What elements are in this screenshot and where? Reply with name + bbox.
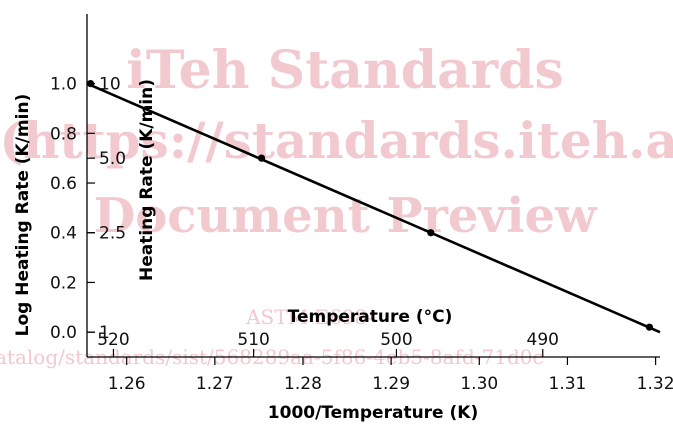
y-tick-label: 0.8: [50, 124, 77, 144]
data-point: [645, 323, 654, 331]
x-tick-label: 1.32: [637, 374, 673, 394]
fit-line: [86, 82, 661, 334]
watermark-line1: iTeh Standards: [126, 40, 564, 101]
secondary-x-tick-label: 520: [97, 330, 129, 350]
secondary-x-tick-label: 500: [380, 330, 412, 350]
y-tick-label: 1.0: [50, 75, 77, 95]
secondary-x-tick-label: 490: [527, 330, 559, 350]
y-tick-label: 0.4: [50, 224, 77, 244]
watermark-line2: (https://standards.iteh.ai): [0, 111, 673, 170]
x-tick-label: 1.31: [549, 374, 587, 394]
y2-tick-label: 2.5: [99, 224, 126, 244]
y-axis-label: Log Heating Rate (K/min): [13, 94, 33, 337]
y-tick-label: 0.0: [50, 323, 77, 343]
x-tick-label: 1.26: [108, 374, 146, 394]
secondary-x-axis-label: Temperature (°C): [288, 307, 453, 327]
secondary-x-tick-label: 510: [237, 330, 269, 350]
data-point: [86, 79, 95, 88]
y2-tick-label: 1: [99, 323, 110, 343]
y2-axis-label: Heating Rate (K/min): [137, 79, 157, 281]
ticks: 0.0 0.2 0.4 0.6 0.8 1.0 1 2.5 5.0 10 1.26 1.27 1.28 1…: [50, 75, 673, 394]
x-tick-label: 1.29: [372, 374, 410, 394]
data-point: [427, 229, 435, 237]
y-tick-label: 0.2: [50, 273, 77, 293]
x-tick-label: 1.28: [284, 374, 322, 394]
watermark-line3: Document Preview: [94, 188, 598, 244]
data-point: [257, 154, 266, 162]
y2-tick-label: 10: [99, 75, 121, 95]
plot-area: [86, 79, 661, 334]
x-tick-label: 1.27: [196, 374, 234, 394]
y-tick-label: 0.6: [50, 174, 77, 194]
watermark-line4: ASTM E698-: [245, 305, 374, 329]
x-axis-label: 1000/Temperature (K): [268, 403, 478, 423]
x-tick-label: 1.30: [460, 374, 498, 394]
y2-tick-label: 5.0: [99, 149, 126, 169]
